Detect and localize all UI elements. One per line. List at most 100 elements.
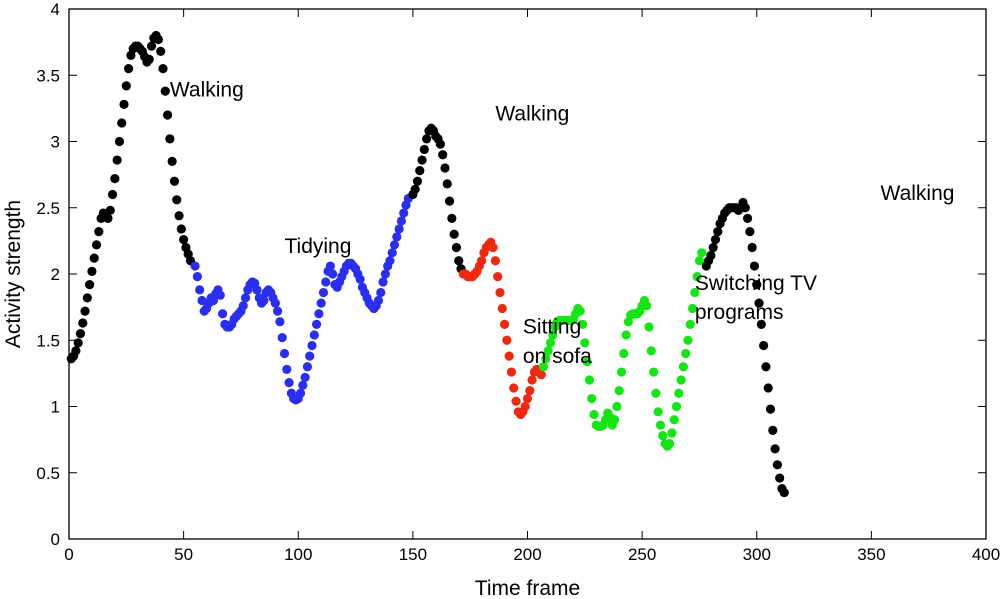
data-point: [87, 266, 97, 276]
data-point: [674, 388, 684, 398]
data-point: [763, 383, 773, 393]
data-point: [651, 388, 661, 398]
data-point: [305, 351, 315, 361]
data-point: [176, 224, 186, 234]
data-point: [240, 293, 251, 303]
data-point: [536, 370, 546, 380]
data-point: [316, 298, 326, 308]
data-point: [752, 280, 762, 290]
data-points-layer: [66, 30, 789, 498]
data-point: [114, 136, 125, 147]
data-point: [525, 386, 535, 396]
y-tick-label: 1.5: [36, 331, 60, 350]
data-point: [577, 319, 588, 329]
data-point: [683, 335, 693, 345]
data-point: [451, 242, 462, 253]
axis-ticks-layer: 0 50 100 150 200 250 300 350 400 0 0.5 1 1.5 2 2.5 3 3.5…: [36, 0, 1000, 564]
data-point: [779, 488, 789, 498]
data-point: [658, 431, 668, 441]
data-point: [697, 248, 707, 258]
x-tick-label: 250: [628, 545, 656, 564]
annotation-label: Switching TV: [695, 272, 817, 295]
data-point: [545, 338, 556, 348]
data-point: [502, 335, 512, 345]
data-point: [302, 362, 313, 372]
data-point: [541, 354, 551, 364]
data-point: [117, 118, 127, 128]
annotation-label: on sofa: [523, 345, 592, 368]
data-point: [442, 179, 452, 189]
data-point: [768, 425, 778, 435]
data-point: [399, 208, 409, 218]
data-point: [91, 240, 102, 250]
data-point: [504, 351, 514, 361]
annotation-label: Walking: [495, 102, 569, 125]
data-point: [167, 156, 177, 166]
data-point: [169, 176, 180, 186]
data-point: [490, 256, 501, 266]
data-point: [85, 280, 95, 290]
data-point: [520, 401, 530, 412]
data-point: [506, 367, 517, 377]
data-point: [314, 309, 324, 319]
data-point: [415, 166, 425, 176]
data-point: [309, 330, 319, 340]
x-tick-label: 200: [513, 545, 541, 564]
data-point: [321, 277, 331, 287]
data-point: [749, 261, 760, 271]
annotation-label: Walking: [881, 182, 955, 205]
annotation-label: Tidying: [284, 235, 351, 258]
data-point: [162, 110, 173, 120]
data-point: [156, 46, 166, 57]
data-point: [89, 253, 99, 263]
data-point: [373, 295, 384, 306]
data-point: [648, 367, 659, 377]
data-point: [667, 428, 677, 438]
x-tick-label: 400: [972, 545, 1000, 564]
data-point: [422, 134, 432, 144]
data-point: [477, 256, 487, 266]
series-4: [538, 248, 707, 451]
data-point: [644, 322, 654, 332]
data-point: [318, 287, 329, 298]
annotation-label: Sitting: [523, 316, 581, 339]
data-point: [103, 213, 113, 223]
data-point: [298, 380, 308, 390]
data-point: [754, 298, 764, 308]
data-point: [687, 303, 698, 314]
data-point: [94, 227, 104, 237]
data-point: [160, 86, 170, 96]
x-tick-label: 350: [857, 545, 885, 564]
data-point: [694, 256, 705, 266]
data-point: [78, 318, 88, 328]
data-point: [447, 213, 457, 223]
data-point: [275, 317, 285, 327]
data-point: [587, 393, 597, 404]
data-point: [217, 309, 228, 319]
data-point: [412, 176, 423, 186]
data-point: [543, 346, 553, 356]
data-point: [192, 272, 202, 282]
x-tick-label: 300: [743, 545, 771, 564]
data-point: [124, 64, 134, 74]
data-point: [497, 303, 507, 314]
data-point: [387, 248, 397, 258]
data-point: [396, 216, 407, 226]
data-point: [493, 272, 503, 282]
annotation-label: Walking: [170, 78, 244, 101]
data-point: [681, 348, 691, 359]
data-point: [270, 298, 280, 308]
data-point: [775, 473, 785, 483]
data-point: [616, 367, 627, 377]
data-point: [761, 362, 771, 372]
y-tick-label: 0.5: [36, 464, 60, 483]
data-point: [580, 338, 590, 348]
data-point: [380, 269, 390, 279]
x-tick-label: 50: [174, 545, 193, 564]
data-point: [759, 340, 769, 351]
data-point: [284, 378, 294, 388]
data-point: [747, 242, 757, 253]
data-point: [282, 364, 292, 374]
data-point: [713, 227, 723, 237]
data-point: [389, 240, 400, 250]
